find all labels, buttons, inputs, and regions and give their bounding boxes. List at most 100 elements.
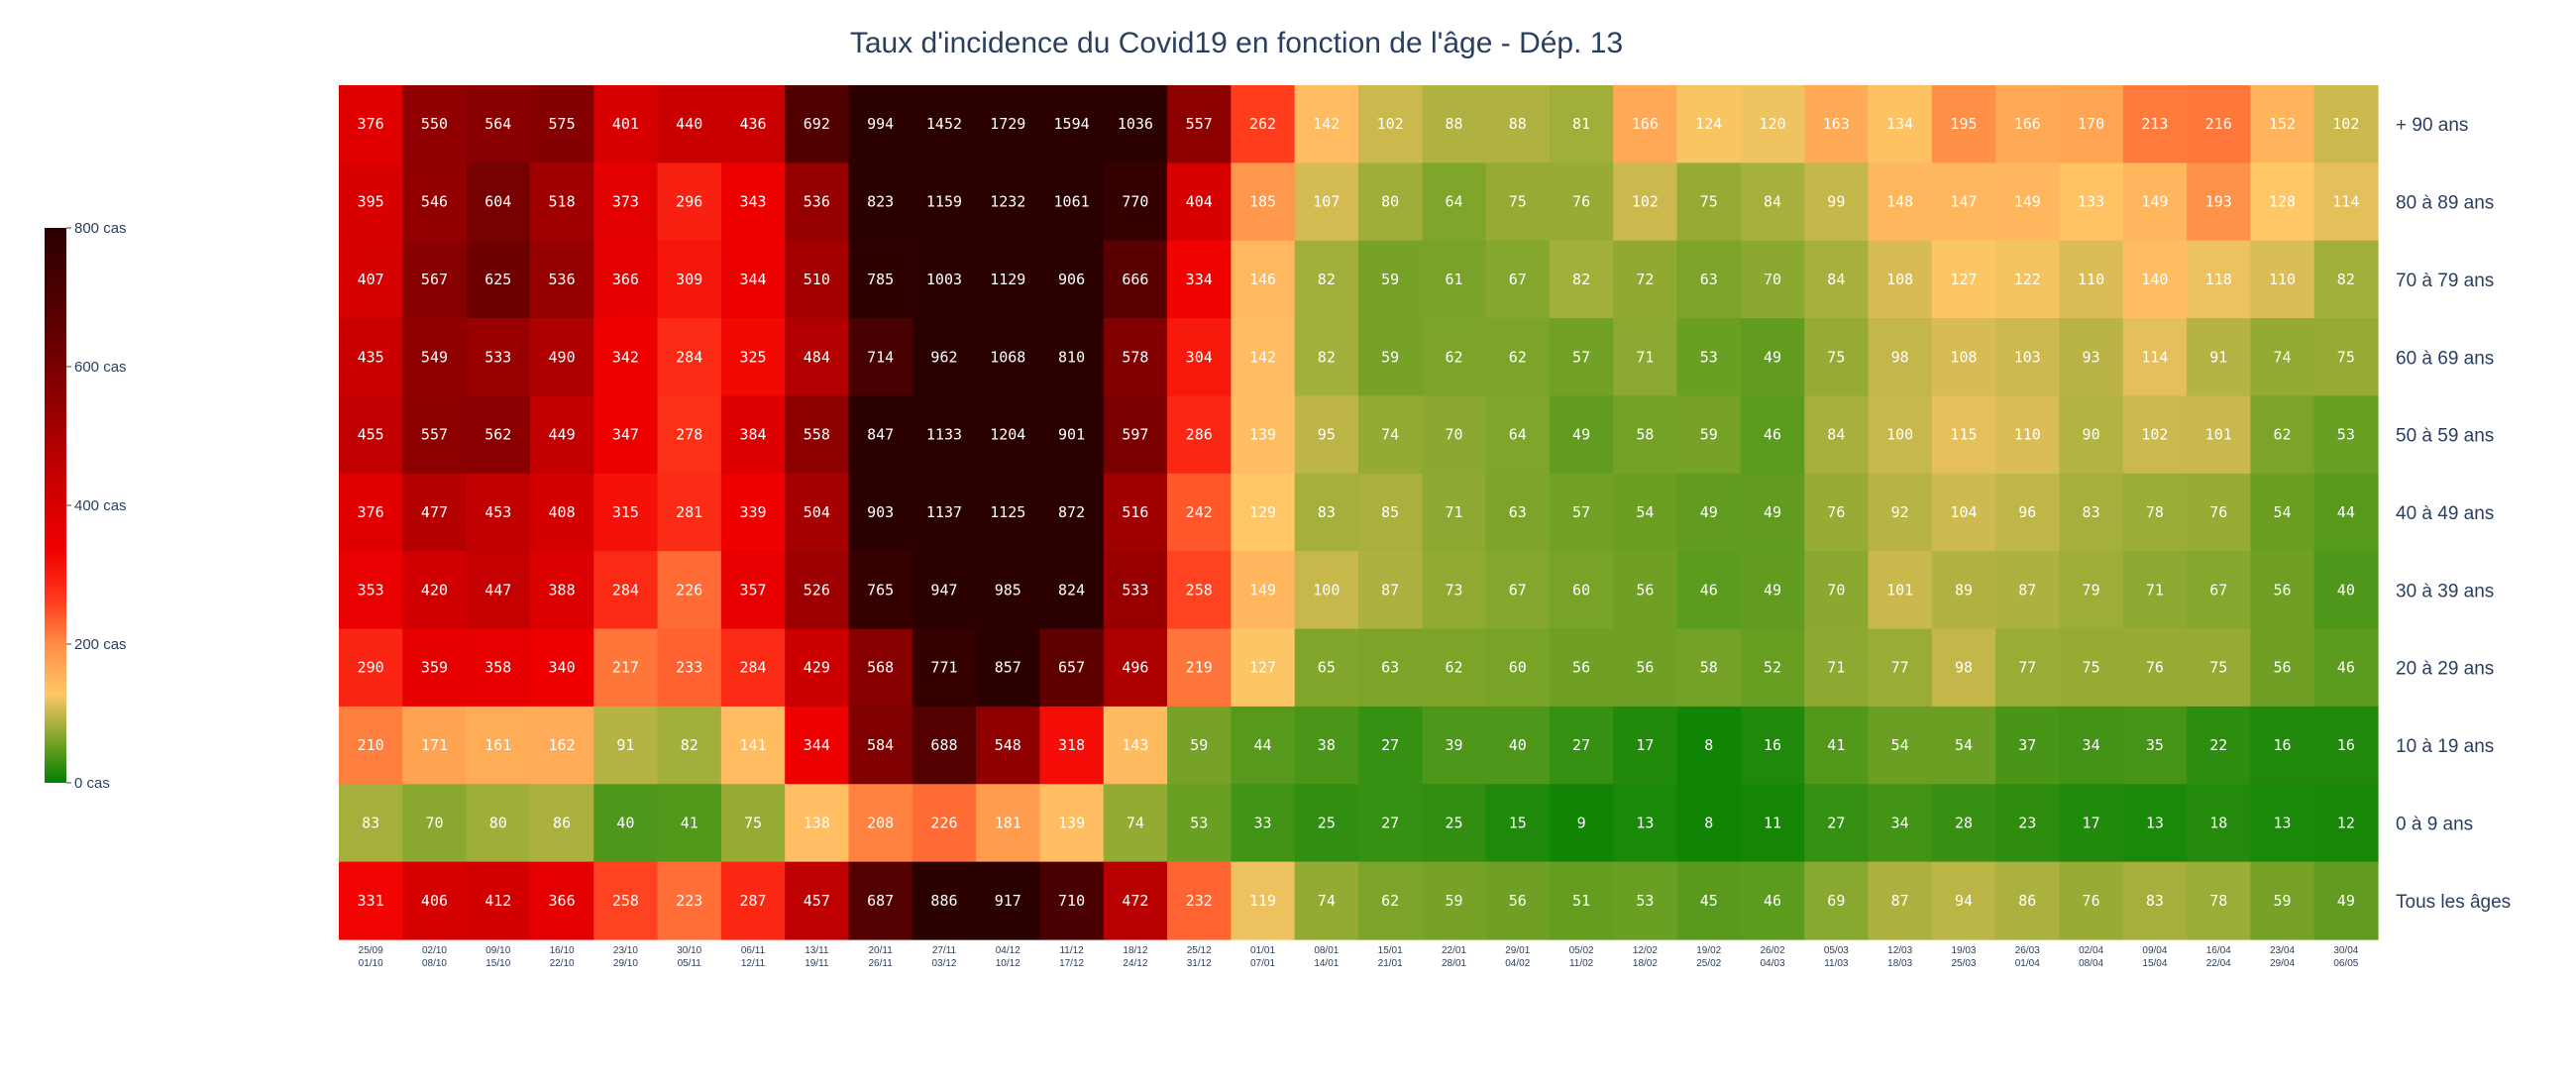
heatmap-cell bbox=[2187, 551, 2251, 630]
cell-value-label: 54 bbox=[1955, 736, 1973, 754]
heatmap-cell bbox=[1422, 473, 1487, 552]
heatmap-cell bbox=[1676, 784, 1742, 863]
heatmap-cell bbox=[1931, 551, 1996, 630]
cell-value-label: 1061 bbox=[1054, 193, 1090, 211]
heatmap-cell bbox=[848, 85, 913, 164]
heatmap-cell bbox=[1931, 395, 1996, 475]
heatmap-cell bbox=[1931, 240, 1996, 319]
heatmap-cell bbox=[1995, 85, 2061, 164]
column-labels: 25/09 01/10 02/10 08/10 09/10 15/10 16/10 22/10… bbox=[359, 945, 2359, 969]
heatmap-cell bbox=[2187, 395, 2251, 475]
heatmap-cell bbox=[1549, 706, 1614, 785]
cell-value-label: 195 bbox=[1950, 115, 1977, 133]
cell-value-label: 162 bbox=[549, 736, 576, 754]
cell-value-label: 120 bbox=[1759, 115, 1785, 133]
cell-value-label: 903 bbox=[867, 503, 894, 521]
cell-value-label: 46 bbox=[2337, 659, 2355, 677]
heatmap-cell bbox=[1167, 395, 1232, 475]
column-date-label: 22/10 bbox=[550, 958, 575, 969]
cell-value-label: 453 bbox=[484, 503, 511, 521]
heatmap-cell bbox=[1422, 85, 1487, 164]
cell-value-label: 1003 bbox=[926, 271, 962, 288]
heatmap-cell bbox=[593, 395, 659, 475]
cell-value-label: 134 bbox=[1886, 115, 1913, 133]
heatmap-cell bbox=[976, 784, 1041, 863]
heatmap-cell bbox=[785, 395, 850, 475]
heatmap-cell bbox=[2059, 628, 2124, 708]
cell-value-label: 906 bbox=[1058, 271, 1085, 288]
cell-value-label: 714 bbox=[867, 348, 894, 366]
heatmap-cell bbox=[1613, 318, 1678, 397]
heatmap-cell bbox=[466, 551, 531, 630]
cell-value-label: 98 bbox=[1891, 348, 1909, 366]
cell-value-label: 76 bbox=[2146, 659, 2164, 677]
cell-value-label: 166 bbox=[1632, 115, 1659, 133]
heatmap-cell bbox=[1995, 240, 2061, 319]
heatmap-cell bbox=[2187, 473, 2251, 552]
cell-value-label: 83 bbox=[1318, 503, 1336, 521]
heatmap-cell bbox=[848, 395, 913, 475]
heatmap-cell bbox=[1740, 706, 1805, 785]
heatmap-cell bbox=[1039, 628, 1105, 708]
heatmap-cell bbox=[402, 861, 468, 940]
heatmap-cell bbox=[976, 706, 1041, 785]
heatmap-cell bbox=[2313, 473, 2379, 552]
column-date-label: 19/03 bbox=[1951, 945, 1976, 956]
heatmap-cell bbox=[785, 473, 850, 552]
cell-value-label: 213 bbox=[2141, 115, 2168, 133]
heatmap-cell bbox=[1931, 473, 1996, 552]
cell-value-label: 40 bbox=[1509, 736, 1527, 754]
cell-value-label: 404 bbox=[1186, 193, 1213, 211]
heatmap-cell bbox=[1039, 395, 1105, 475]
column-date-label: 05/03 bbox=[1824, 945, 1849, 956]
heatmap-cell bbox=[1485, 784, 1551, 863]
heatmap-cell bbox=[2122, 85, 2188, 164]
row-label: 40 à 49 ans bbox=[2396, 503, 2494, 524]
cell-value-label: 994 bbox=[867, 115, 894, 133]
heatmap-cell bbox=[1931, 784, 1996, 863]
heatmap-cell bbox=[2250, 473, 2315, 552]
cell-value-label: 59 bbox=[1381, 271, 1399, 288]
heatmap-cell bbox=[1103, 318, 1168, 397]
heatmap-cell bbox=[593, 551, 659, 630]
cell-value-label: 357 bbox=[739, 581, 766, 599]
cell-value-label: 810 bbox=[1058, 348, 1085, 366]
cell-value-label: 331 bbox=[358, 892, 384, 910]
cell-value-label: 536 bbox=[804, 193, 830, 211]
heatmap-cell bbox=[1549, 318, 1614, 397]
heatmap-cell bbox=[593, 861, 659, 940]
cell-value-label: 101 bbox=[1886, 581, 1913, 599]
heatmap-cell bbox=[1039, 473, 1105, 552]
heatmap-cell bbox=[1485, 240, 1551, 319]
heatmap-cell bbox=[1740, 318, 1805, 397]
cell-value-label: 89 bbox=[1955, 581, 1973, 599]
cell-value-label: 67 bbox=[1509, 271, 1527, 288]
cell-value-label: 46 bbox=[1764, 426, 1781, 444]
heatmap-cell bbox=[1485, 473, 1551, 552]
cell-value-label: 54 bbox=[1891, 736, 1909, 754]
cell-value-label: 142 bbox=[1249, 348, 1276, 366]
column-date-label: 09/04 bbox=[2142, 945, 2167, 956]
heatmap-cell bbox=[1294, 395, 1359, 475]
heatmap-cell bbox=[657, 784, 722, 863]
cell-value-label: 27 bbox=[1381, 814, 1399, 831]
cell-value-label: 149 bbox=[2141, 193, 2168, 211]
cell-value-label: 407 bbox=[358, 271, 384, 288]
cell-value-label: 287 bbox=[739, 892, 766, 910]
heatmap-cell bbox=[339, 861, 403, 940]
cell-value-label: 567 bbox=[421, 271, 448, 288]
cell-value-label: 296 bbox=[676, 193, 702, 211]
cell-value-label: 223 bbox=[676, 892, 702, 910]
cell-value-label: 58 bbox=[1636, 426, 1654, 444]
heatmap-cell bbox=[1613, 551, 1678, 630]
heatmap-cell bbox=[1358, 784, 1423, 863]
heatmap-cell bbox=[1485, 85, 1551, 164]
cell-value-label: 584 bbox=[867, 736, 894, 754]
cell-value-label: 41 bbox=[681, 814, 698, 831]
row-label: 10 à 19 ans bbox=[2396, 736, 2494, 757]
column-date-label: 06/11 bbox=[741, 945, 766, 956]
heatmap-cell bbox=[1103, 85, 1168, 164]
cell-value-label: 87 bbox=[1381, 581, 1399, 599]
cell-value-label: 92 bbox=[1891, 503, 1909, 521]
heatmap-cell bbox=[976, 163, 1041, 242]
